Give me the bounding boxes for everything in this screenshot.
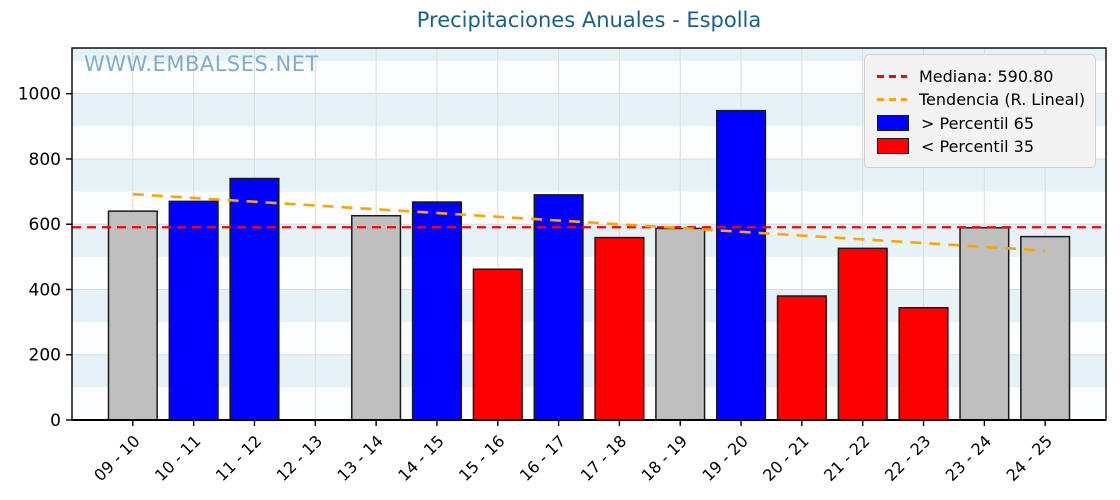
x-tick-label: 15 - 16 bbox=[455, 431, 509, 485]
x-tick-label: 12 - 13 bbox=[273, 431, 327, 485]
x-tick-label: 21 - 22 bbox=[820, 431, 874, 485]
trend-dashed-line-swatch bbox=[877, 98, 907, 102]
x-tick-label: 20 - 21 bbox=[759, 431, 813, 485]
bar-09-10 bbox=[107, 210, 158, 421]
x-tick-label: 16 - 17 bbox=[516, 431, 570, 485]
blue-bar-swatch bbox=[877, 115, 909, 132]
bar-23-24 bbox=[959, 227, 1010, 421]
y-tick-label: 400 bbox=[29, 280, 61, 300]
x-tick-label: 19 - 20 bbox=[698, 431, 752, 485]
bar-17-18 bbox=[594, 236, 645, 421]
bar-18-19 bbox=[655, 227, 706, 421]
y-tick-label: 800 bbox=[29, 150, 61, 170]
y-tick-label: 600 bbox=[29, 215, 61, 235]
x-tick-label: 11 - 12 bbox=[212, 431, 266, 485]
bar-20-21 bbox=[776, 295, 827, 421]
background-band bbox=[72, 224, 1106, 257]
chart-title: Precipitaciones Anuales - Espolla bbox=[416, 8, 762, 32]
trend-line bbox=[132, 192, 1046, 252]
bar-21-22 bbox=[837, 247, 888, 421]
x-tick-label: 17 - 18 bbox=[577, 431, 631, 485]
x-tick-label: 24 - 25 bbox=[1002, 431, 1056, 485]
legend-item-trend: Tendencia (R. Lineal) bbox=[877, 88, 1086, 111]
bar-14-15 bbox=[411, 201, 463, 421]
legend-low-label: < Percentil 35 bbox=[921, 136, 1035, 156]
bar-19-20 bbox=[715, 109, 767, 421]
legend-item-median: Mediana: 590.80 bbox=[877, 65, 1083, 88]
bar-11-12 bbox=[229, 177, 280, 421]
x-tick-label: 09 - 10 bbox=[90, 431, 144, 485]
legend-item-high: > Percentil 65 bbox=[877, 112, 1083, 135]
background-band bbox=[72, 48, 1106, 62]
bar-13-14 bbox=[351, 214, 402, 421]
x-tick-label: 14 - 15 bbox=[394, 431, 448, 485]
x-tick-label: 22 - 23 bbox=[881, 431, 935, 485]
legend-high-label: > Percentil 65 bbox=[921, 113, 1035, 133]
bar-10-11 bbox=[168, 200, 219, 421]
median-dashed-line-swatch bbox=[877, 75, 907, 79]
x-tick-label: 13 - 14 bbox=[333, 431, 387, 485]
legend-item-low: < Percentil 35 bbox=[877, 135, 1083, 158]
background-band bbox=[72, 354, 1106, 388]
x-tick-label: 18 - 19 bbox=[638, 431, 692, 485]
y-tick-label: 1000 bbox=[18, 85, 61, 105]
chart-legend: Mediana: 590.80 Tendencia (R. Lineal) > … bbox=[864, 54, 1096, 168]
legend-median-label: Mediana: 590.80 bbox=[919, 67, 1054, 87]
bar-16-17 bbox=[533, 194, 584, 421]
red-bar-swatch bbox=[877, 138, 909, 155]
legend-trend-label: Tendencia (R. Lineal) bbox=[919, 90, 1086, 110]
bar-15-16 bbox=[472, 268, 523, 421]
x-tick-label: 10 - 11 bbox=[151, 431, 205, 485]
background-band bbox=[72, 289, 1106, 323]
bar-22-23 bbox=[898, 306, 949, 421]
y-tick-label: 200 bbox=[29, 346, 61, 366]
x-tick-label: 23 - 24 bbox=[942, 431, 996, 485]
bar-24-25 bbox=[1020, 235, 1071, 421]
y-tick-label: 0 bbox=[50, 411, 61, 431]
watermark-text: WWW.EMBALSES.NET bbox=[84, 52, 319, 76]
